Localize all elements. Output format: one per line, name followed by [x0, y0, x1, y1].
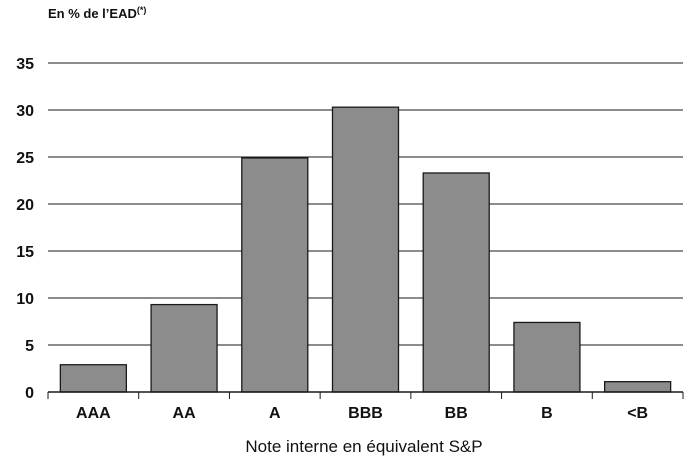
bars	[59, 106, 672, 393]
bar-a	[241, 157, 309, 393]
x-category-label: BBB	[348, 405, 383, 422]
unit-label: En % de l’EAD(*)	[48, 5, 146, 21]
y-tick-label: 20	[16, 197, 34, 214]
x-category-label: BB	[445, 405, 468, 422]
bar-aaa	[59, 364, 128, 393]
x-category-label: A	[269, 405, 281, 422]
y-tick-label: 5	[25, 338, 34, 355]
bar-aa	[150, 303, 218, 393]
unit-label-text: En % de l’EAD	[48, 6, 137, 21]
bar-bb	[422, 172, 490, 393]
y-tick-label: 15	[16, 244, 34, 261]
y-tick-label: 30	[16, 103, 34, 120]
x-category-label: AAA	[76, 405, 111, 422]
y-tick-label: 35	[16, 56, 34, 73]
y-tick-label: 10	[16, 291, 34, 308]
y-tick-label: 25	[16, 150, 34, 167]
x-category-label: B	[541, 405, 553, 422]
x-axis: AAA AA A BBB BB B <B	[47, 391, 684, 422]
x-axis-title: Note interne en équivalent S&P	[245, 437, 482, 456]
unit-label-superscript: (*)	[137, 5, 147, 15]
bar-bbb	[331, 106, 400, 393]
bar-b	[603, 381, 672, 393]
x-category-label: AA	[173, 405, 197, 422]
y-axis-ticks: 0 5 10 15 20 25 30 35	[16, 56, 34, 402]
x-category-label: <B	[627, 405, 648, 422]
y-tick-label: 0	[25, 385, 34, 402]
bar-b	[513, 321, 581, 393]
